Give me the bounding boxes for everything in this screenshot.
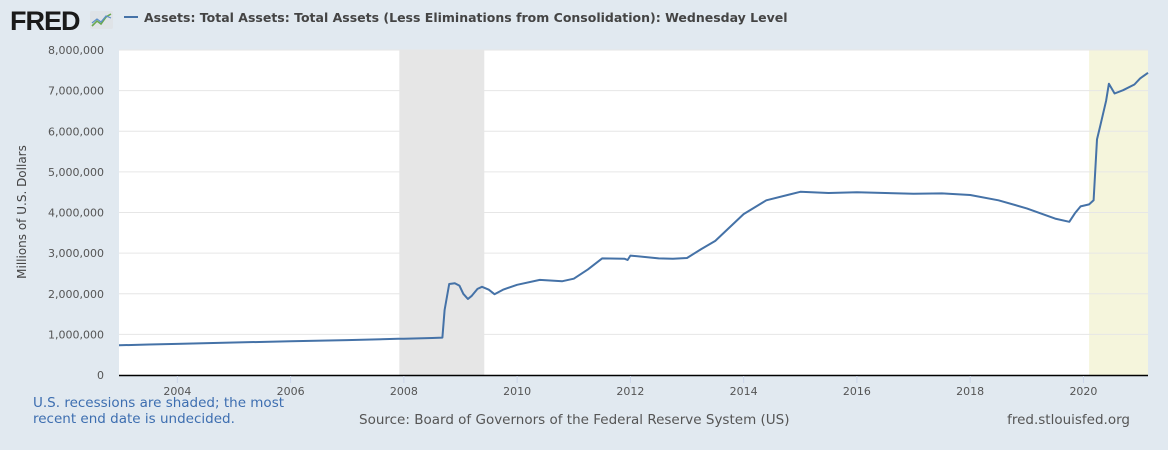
legend-item: Assets: Total Assets: Total Assets (Less… [124,10,788,25]
x-tick-label: 2018 [956,385,984,398]
y-tick-label: 7,000,000 [48,85,104,98]
y-tick-label: 5,000,000 [48,166,104,179]
x-tick-label: 2020 [1069,385,1097,398]
line-chart-icon [90,11,113,29]
y-axis-ticks: 0 1,000,000 2,000,000 3,000,000 4,000,000 5,0… [48,44,104,382]
series-title: Assets: Total Assets: Total Assets (Less… [144,10,788,25]
legend-line-swatch [124,15,138,18]
x-tick-label: 2004 [163,385,191,398]
y-tick-label: 0 [97,369,104,382]
x-axis-ticks: 2004 2006 2008 2010 2012 2014 2016 2018 2020 [163,376,1097,398]
fred-url-link[interactable]: fred.stlouisfed.org [1007,412,1130,428]
x-tick-label: 2008 [390,385,418,398]
x-tick-label: 2012 [616,385,644,398]
fred-logo[interactable]: FRED [10,6,80,36]
y-tick-label: 2,000,000 [48,288,104,301]
x-tick-label: 2016 [843,385,871,398]
recession-note-line1: U.S. recessions are shaded; the most [33,395,285,411]
y-tick-label: 1,000,000 [48,328,104,341]
y-tick-label: 4,000,000 [48,207,104,220]
recession-note-line2: recent end date is undecided. [33,411,235,427]
y-tick-label: 8,000,000 [48,44,104,57]
recession-note: U.S. recessions are shaded; the most rec… [33,395,284,427]
x-tick-label: 2006 [277,385,305,398]
y-tick-label: 6,000,000 [48,125,104,138]
y-axis-label: Millions of U.S. Dollars [15,145,29,279]
x-tick-label: 2010 [503,385,531,398]
x-tick-label: 2014 [730,385,758,398]
series-line [118,71,1149,347]
y-tick-label: 3,000,000 [48,247,104,260]
series-line-layer [118,71,1149,347]
grid-lines [119,49,1148,377]
source-text: Source: Board of Governors of the Federa… [359,412,790,428]
